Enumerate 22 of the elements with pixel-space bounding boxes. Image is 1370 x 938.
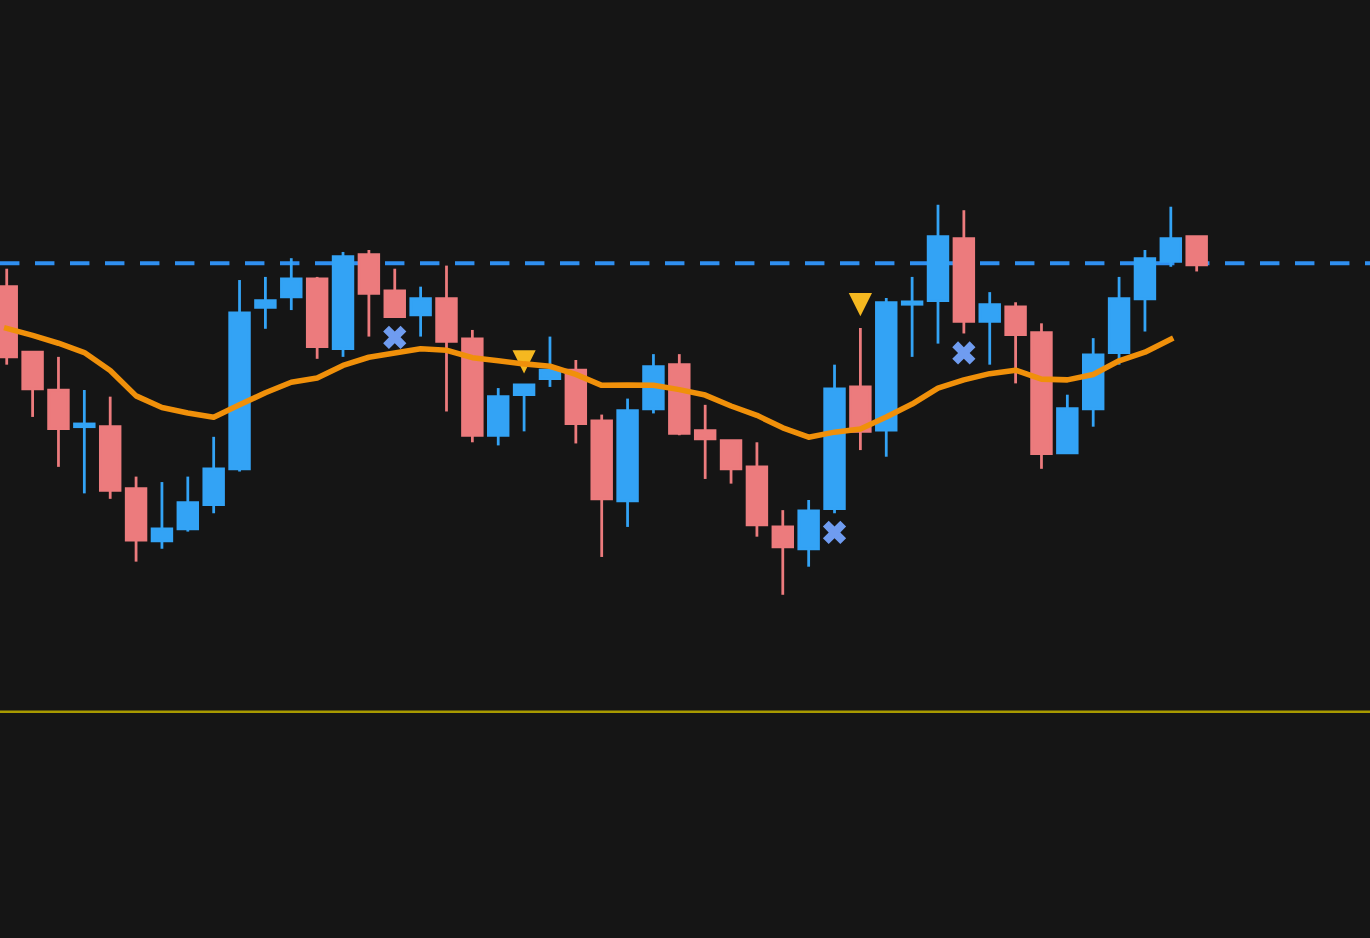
- candlestick: [254, 275, 277, 331]
- candlestick: [797, 498, 820, 569]
- candlestick: [383, 267, 406, 319]
- candlestick: [1133, 248, 1157, 333]
- candlestick: [719, 439, 743, 486]
- candlestick: [978, 290, 1001, 367]
- candlestick: [280, 256, 303, 312]
- point: [822, 520, 847, 544]
- candlestick: [1159, 205, 1183, 269]
- candlestick: [409, 285, 432, 338]
- candlestick: [73, 388, 96, 495]
- candlestick: [1185, 235, 1208, 273]
- point: [848, 292, 873, 317]
- candlestick: [357, 248, 381, 338]
- candlestick: [150, 480, 174, 551]
- candlestick: [512, 383, 536, 433]
- point: [952, 341, 976, 365]
- point: [383, 325, 407, 349]
- candlestick: [487, 386, 510, 447]
- candlestick: [771, 508, 794, 597]
- candlestick: [900, 275, 924, 359]
- candlestick: [849, 326, 872, 452]
